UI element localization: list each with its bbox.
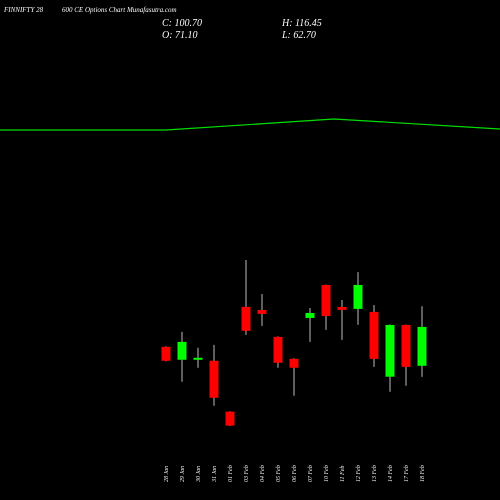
high-label: H: 116.45: [281, 18, 322, 29]
x-tick-label: 31 Jan: [212, 466, 218, 483]
candle-body: [257, 309, 267, 314]
candle-body: [273, 336, 283, 363]
x-tick-label: 30 Jan: [196, 466, 202, 483]
indicator-line: [0, 118, 500, 131]
close-label: C: 100.70: [162, 18, 202, 29]
x-tick-label: 01 Feb: [228, 465, 234, 482]
x-tick-label: 11 Feb: [340, 466, 346, 482]
x-tick-label: 13 Feb: [372, 465, 378, 482]
x-tick-label: 03 Feb: [244, 465, 250, 482]
chart-subtitle: 600 CE Options Chart Munafasutra.com: [62, 6, 177, 14]
candle-body: [209, 360, 219, 398]
candle-body: [369, 311, 379, 359]
candle-body: [305, 312, 315, 318]
low-label: L: 62.70: [281, 30, 316, 41]
candle-body: [161, 346, 171, 361]
candle-body: [353, 284, 363, 309]
x-tick-label: 10 Feb: [324, 465, 330, 482]
x-tick-label: 17 Feb: [404, 465, 410, 482]
candle-body: [337, 306, 347, 310]
candle-body: [241, 306, 251, 331]
candle-body: [401, 324, 411, 367]
x-tick-label: 07 Feb: [308, 465, 314, 482]
candle-body: [289, 358, 299, 368]
candle-body: [193, 357, 203, 360]
x-tick-label: 29 Jan: [180, 466, 186, 482]
candle-body: [417, 326, 427, 366]
candle-body: [321, 284, 331, 316]
x-tick-label: 12 Feb: [356, 465, 362, 482]
x-tick-label: 05 Feb: [276, 465, 282, 482]
chart-title: FINNIFTY 28: [3, 6, 44, 14]
candle-body: [225, 411, 235, 426]
x-tick-label: 04 Feb: [259, 465, 266, 482]
x-tick-label: 28 Jan: [164, 466, 170, 482]
x-tick-label: 06 Feb: [292, 465, 298, 482]
open-label: O: 71.10: [162, 30, 198, 41]
candle-body: [177, 341, 187, 360]
x-tick-label: 18 Feb: [420, 465, 426, 482]
candle-body: [385, 324, 395, 377]
x-tick-label: 14 Feb: [387, 465, 394, 482]
